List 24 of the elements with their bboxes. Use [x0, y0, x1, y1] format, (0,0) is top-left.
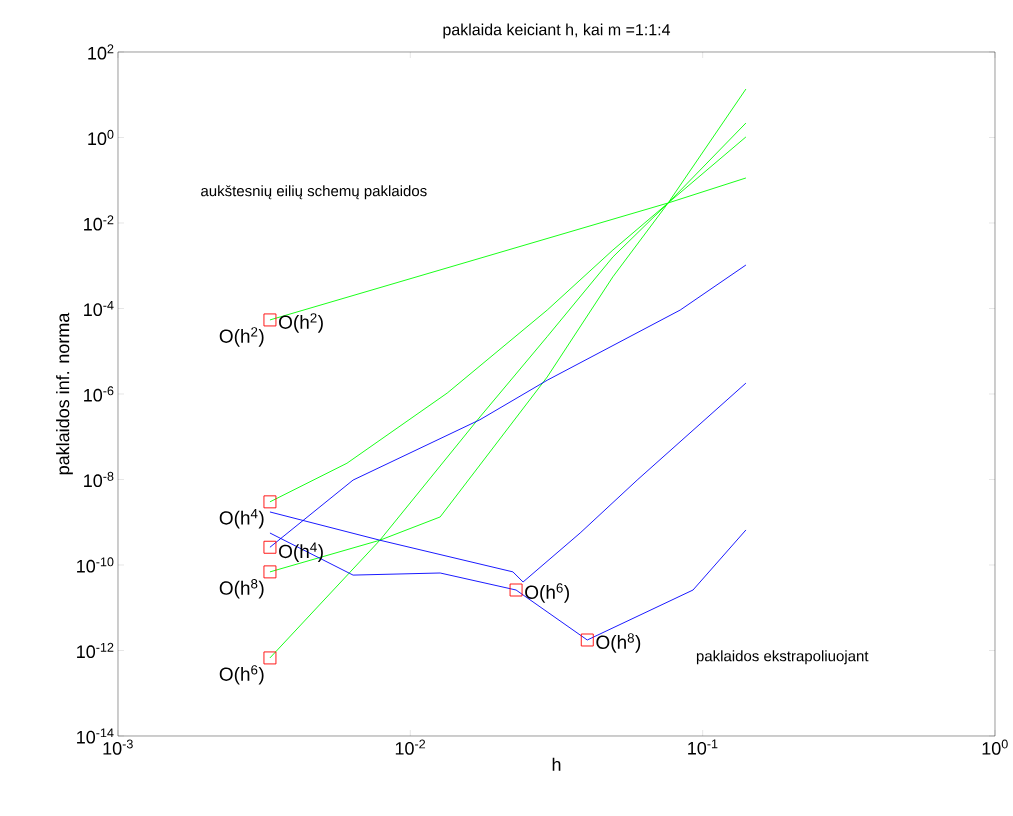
x-tick-label: 10$^{-3}$ [103, 739, 133, 755]
annotation: O(h$^{2}$) [219, 327, 264, 347]
y-axis-title: paklaidos inf. norma [56, 312, 73, 475]
annotation: aukštesnių eilių schemų paklaidos [201, 185, 427, 200]
chart-title: paklaida keiciant h, kai m =1:1:4 [443, 23, 671, 39]
annotation: O(h$^{4}$) [219, 509, 264, 529]
annotation: O(h$^{8}$) [596, 633, 641, 653]
y-tick-label: 10$^{-2}$ [84, 215, 114, 231]
x-axis-title: h [552, 757, 561, 771]
x-tick-label: 10$^{0}$ [982, 739, 1008, 755]
annotation: O(h$^{6}$) [219, 665, 264, 685]
y-tick-label: 10$^{-4}$ [84, 300, 114, 317]
annotation: O(h$^{2}$) [279, 313, 323, 333]
annotation: paklaidos ekstrapoliuojant [696, 650, 869, 665]
y-tick-label: 10$^{0}$ [88, 129, 114, 146]
y-tick-label: 10$^{-12}$ [77, 642, 114, 659]
y-tick-label: 10$^{-10}$ [77, 557, 114, 573]
y-tick-label: 10$^{-6}$ [84, 386, 114, 402]
y-tick-label: 10$^{2}$ [88, 44, 114, 60]
annotation: O(h$^{6}$) [525, 583, 569, 603]
x-tick-label: 10$^{-1}$ [688, 739, 718, 755]
annotation: O(h$^{8}$) [219, 579, 264, 599]
x-tick-label: 10$^{-2}$ [395, 739, 426, 755]
y-tick-label: 10$^{-8}$ [84, 471, 114, 488]
